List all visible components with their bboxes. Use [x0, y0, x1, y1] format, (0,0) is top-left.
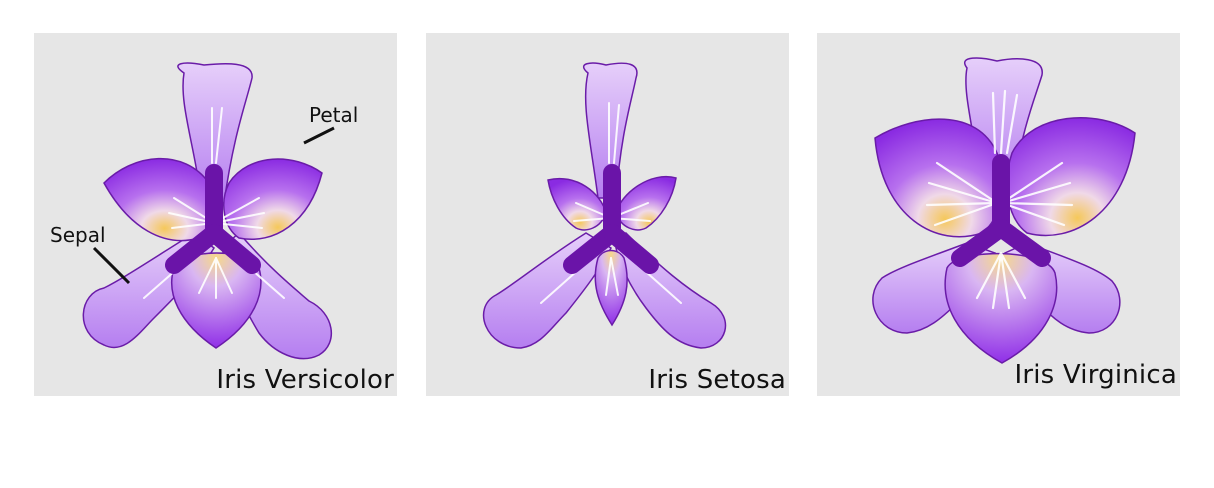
style-arms — [165, 164, 261, 274]
panel-iris-virginica: Iris Virginica — [817, 33, 1180, 396]
iris-setosa-illustration — [482, 62, 727, 349]
style-arms — [951, 154, 1051, 267]
panel-iris-setosa: Iris Setosa — [426, 33, 789, 396]
iris-virginica-illustration — [872, 57, 1136, 364]
sepal-callout: Sepal — [50, 223, 106, 247]
petal-callout: Petal — [309, 103, 359, 127]
lower-petal — [594, 249, 628, 327]
top-sepal — [582, 62, 638, 199]
right-petal — [223, 158, 323, 240]
iris-name-label: Iris Setosa — [648, 365, 786, 395]
lower-petal — [170, 252, 262, 349]
sepal-callout-line — [92, 246, 131, 285]
top-sepal — [177, 62, 253, 204]
right-petal — [1006, 117, 1136, 237]
iris-name-label: Iris Versicolor — [216, 365, 394, 395]
lower-petal — [944, 252, 1058, 364]
iris-versicolor-illustration — [82, 62, 335, 360]
panel-iris-versicolor: Petal Sepal Iris Versicolor — [34, 33, 397, 396]
left-petal — [874, 118, 1003, 238]
style-arms — [563, 164, 659, 274]
left-petal — [103, 157, 215, 242]
petal-callout-line — [303, 126, 335, 145]
iris-name-label: Iris Virginica — [1014, 360, 1177, 390]
petal-veins — [925, 89, 1074, 310]
